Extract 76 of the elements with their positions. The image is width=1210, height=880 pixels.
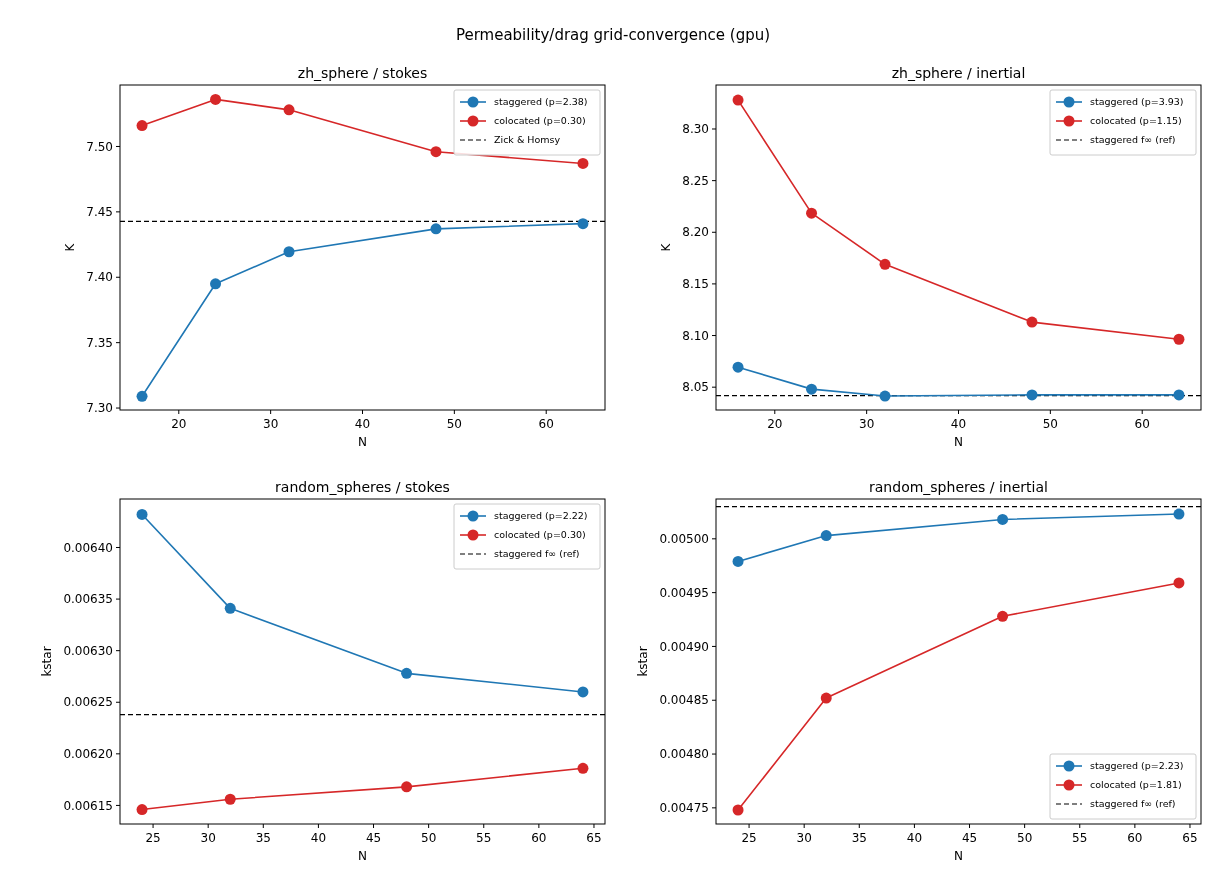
legend-label: colocated (p=0.30)	[494, 529, 586, 541]
y-tick-label: 8.15	[682, 277, 709, 292]
x-tick-label: 25	[145, 831, 161, 845]
y-axis-title: kstar	[39, 646, 54, 677]
x-tick-label: 60	[531, 831, 547, 845]
y-tick-label: 8.30	[682, 122, 709, 137]
y-tick-label: 0.00615	[63, 798, 113, 813]
x-tick-label: 40	[906, 831, 923, 845]
y-tick-label: 8.20	[682, 225, 709, 240]
legend-label: staggered (p=2.23)	[1090, 760, 1184, 772]
x-tick-label: 50	[421, 831, 437, 845]
y-tick-label: 7.30	[86, 401, 113, 416]
x-tick-label: 45	[961, 831, 978, 845]
legend-label: staggered f∞ (ref)	[1090, 798, 1176, 810]
y-tick-label: 7.40	[86, 270, 113, 285]
x-axis-title: N	[954, 435, 963, 449]
y-tick-label: 0.00630	[63, 643, 113, 658]
x-tick-label: 30	[200, 831, 216, 845]
y-tick-label: 0.00475	[659, 801, 709, 816]
x-tick-label: 45	[365, 831, 382, 845]
legend-label: Zick & Homsy	[494, 134, 561, 146]
y-tick-label: 8.05	[682, 380, 709, 395]
x-tick-label: 40	[950, 417, 967, 431]
x-tick-label: 30	[263, 417, 279, 431]
chart-title: zh_sphere / stokes	[297, 65, 428, 81]
legend-label: colocated (p=1.15)	[1090, 115, 1182, 127]
x-tick-label: 35	[851, 831, 867, 845]
y-tick-label: 0.00485	[659, 693, 709, 708]
legend-label: staggered (p=3.93)	[1090, 96, 1184, 108]
legend-label: staggered f∞ (ref)	[494, 548, 580, 560]
legend-label: colocated (p=0.30)	[494, 115, 586, 127]
chart-title: random_spheres / inertial	[869, 479, 1048, 495]
x-tick-label: 50	[1042, 417, 1058, 431]
x-tick-label: 40	[354, 417, 371, 431]
x-tick-label: 40	[310, 831, 327, 845]
chart-title: zh_sphere / inertial	[891, 65, 1026, 81]
text: Permeability/drag grid-convergence (gpu)	[455, 26, 771, 44]
y-tick-label: 0.00480	[659, 747, 709, 762]
x-tick-label: 55	[476, 831, 492, 845]
y-tick-label: 0.00625	[63, 695, 113, 710]
y-axis-title: kstar	[635, 646, 650, 677]
x-tick-label: 60	[1127, 831, 1143, 845]
y-tick-label: 7.35	[86, 335, 113, 350]
x-tick-label: 30	[796, 831, 812, 845]
legend-label: staggered f∞ (ref)	[1090, 134, 1176, 146]
x-tick-label: 30	[859, 417, 875, 431]
x-tick-label: 20	[171, 417, 187, 431]
x-tick-label: 60	[1134, 417, 1150, 431]
chart-title: random_spheres / stokes	[275, 479, 450, 495]
y-tick-label: 8.25	[682, 173, 709, 188]
y-tick-label: 0.00495	[659, 585, 709, 600]
x-tick-label: 65	[586, 831, 602, 845]
y-tick-label: 0.00500	[659, 532, 709, 547]
x-tick-label: 50	[1017, 831, 1033, 845]
y-tick-label: 0.00635	[63, 592, 113, 607]
x-tick-label: 65	[1182, 831, 1198, 845]
legend-label: colocated (p=1.81)	[1090, 779, 1182, 791]
legend-label: staggered (p=2.38)	[494, 96, 588, 108]
y-tick-label: 0.00490	[659, 639, 709, 654]
x-tick-label: 35	[255, 831, 271, 845]
x-tick-label: 60	[538, 417, 554, 431]
y-axis-title: K	[658, 242, 673, 252]
y-tick-label: 8.10	[682, 328, 709, 343]
y-tick-label: 7.50	[86, 139, 113, 154]
y-tick-label: 0.00620	[63, 747, 113, 762]
y-tick-label: 7.45	[86, 205, 113, 220]
legend-label: staggered (p=2.22)	[494, 510, 588, 522]
x-axis-title: N	[358, 849, 367, 863]
x-axis-title: N	[954, 849, 963, 863]
y-axis-title: K	[62, 242, 77, 252]
x-tick-label: 55	[1072, 831, 1088, 845]
x-tick-label: 20	[767, 417, 783, 431]
y-tick-label: 0.00640	[63, 540, 113, 555]
x-axis-title: N	[358, 435, 367, 449]
x-tick-label: 25	[741, 831, 757, 845]
x-tick-label: 50	[446, 417, 462, 431]
